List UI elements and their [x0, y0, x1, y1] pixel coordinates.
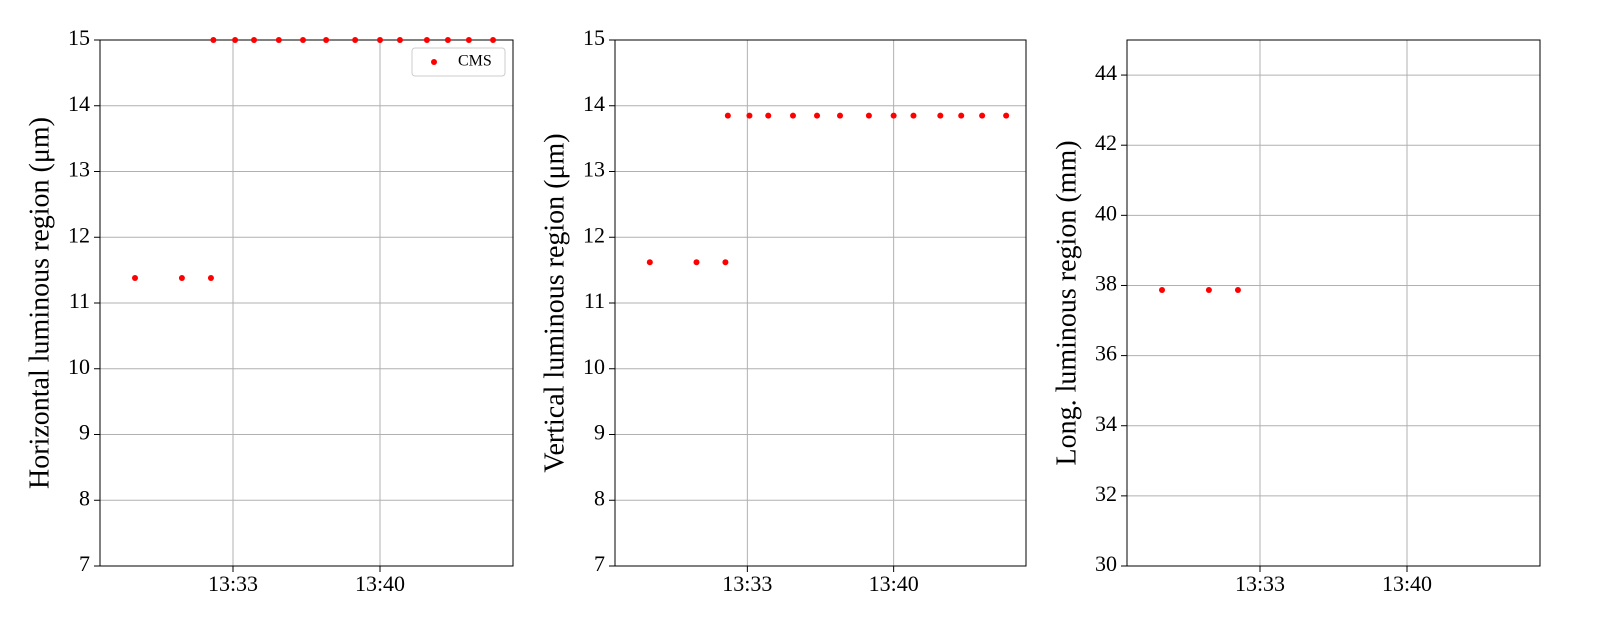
x-tick-label: 13:40 — [1382, 571, 1432, 596]
plot-frame — [99, 39, 514, 567]
y-tick-label: 7 — [594, 551, 605, 576]
y-tick-label: 9 — [594, 420, 605, 445]
x-tick-label: 13:40 — [869, 571, 919, 596]
legend-label: CMS — [458, 53, 492, 70]
y-tick-label: 40 — [1095, 200, 1117, 225]
y-tick-label: 11 — [584, 288, 605, 313]
data-point — [352, 37, 359, 43]
data-point — [937, 112, 944, 119]
data-point — [178, 275, 185, 282]
data-point — [232, 37, 239, 43]
data-point — [465, 37, 472, 43]
y-tick-label: 13 — [583, 157, 605, 182]
y-tick-label: 15 — [68, 25, 90, 50]
y-tick-label: 15 — [583, 25, 605, 50]
data-point — [444, 37, 451, 43]
data-point — [693, 259, 700, 266]
subplot: 7 8 9 10 11 12 13 14 15 13:33 13:40 Vertical lumino… — [539, 25, 1027, 596]
y-tick-label: 12 — [583, 222, 605, 247]
x-tick-label: 13:40 — [355, 571, 405, 596]
y-tick-label: 11 — [69, 288, 90, 313]
data-point — [722, 259, 729, 266]
y-tick-label: 8 — [79, 485, 90, 510]
data-point — [251, 37, 257, 43]
x-tick-label: 13:33 — [208, 571, 258, 596]
data-point — [910, 112, 917, 119]
subplot: 30 32 34 36 38 40 42 44 13:33 13:40 Long. luminous… — [1051, 39, 1541, 596]
y-tick-label: 10 — [583, 354, 605, 379]
data-point — [396, 37, 403, 43]
y-axis-label: Long. luminous region (mm) — [1051, 140, 1082, 465]
y-tick-label: 34 — [1095, 411, 1117, 436]
y-tick-label: 30 — [1095, 551, 1117, 576]
y-tick-label: 36 — [1095, 341, 1117, 366]
data-point — [746, 112, 753, 119]
data-point — [207, 275, 214, 282]
data-point — [132, 275, 138, 282]
y-tick-label: 44 — [1095, 60, 1117, 85]
y-tick-label: 42 — [1095, 130, 1117, 155]
data-point — [765, 112, 772, 119]
data-point — [979, 112, 986, 119]
data-point — [210, 37, 217, 43]
data-point — [958, 112, 965, 119]
data-point — [814, 112, 821, 119]
data-point — [865, 112, 872, 119]
data-point — [1159, 287, 1165, 294]
data-point — [300, 37, 306, 43]
y-tick-label: 32 — [1095, 481, 1117, 506]
y-axis-label: Vertical luminous region (μm) — [539, 133, 570, 472]
y-tick-label: 38 — [1095, 271, 1117, 296]
y-tick-label: 10 — [68, 354, 90, 379]
subplot: 7 8 9 10 11 12 13 14 15 13:33 13:40 Horizontal lumi… — [24, 25, 514, 596]
y-tick-label: 9 — [79, 420, 90, 445]
data-point — [724, 112, 731, 119]
y-tick-label: 7 — [79, 551, 90, 576]
x-tick-label: 13:33 — [722, 571, 772, 596]
plot-frame — [614, 39, 1027, 567]
legend-frame — [411, 47, 506, 77]
y-tick-label: 14 — [583, 91, 605, 116]
data-point — [423, 37, 430, 43]
data-point — [275, 37, 282, 43]
data-point — [837, 112, 844, 119]
y-tick-label: 8 — [594, 485, 605, 510]
y-tick-label: 14 — [68, 91, 90, 116]
data-point — [1003, 112, 1010, 119]
data-point — [1234, 287, 1241, 294]
data-point — [323, 37, 330, 43]
x-tick-label: 13:33 — [1235, 571, 1285, 596]
y-tick-label: 13 — [68, 157, 90, 182]
plot-frame — [1126, 39, 1541, 567]
data-point — [646, 259, 653, 266]
y-tick-label: 12 — [68, 222, 90, 247]
legend-marker — [431, 59, 437, 65]
data-point — [490, 37, 497, 43]
data-point — [1205, 287, 1212, 294]
data-point — [789, 112, 796, 119]
data-point — [377, 37, 383, 43]
data-point — [890, 112, 897, 119]
y-axis-label: Horizontal luminous region (μm) — [24, 117, 55, 489]
